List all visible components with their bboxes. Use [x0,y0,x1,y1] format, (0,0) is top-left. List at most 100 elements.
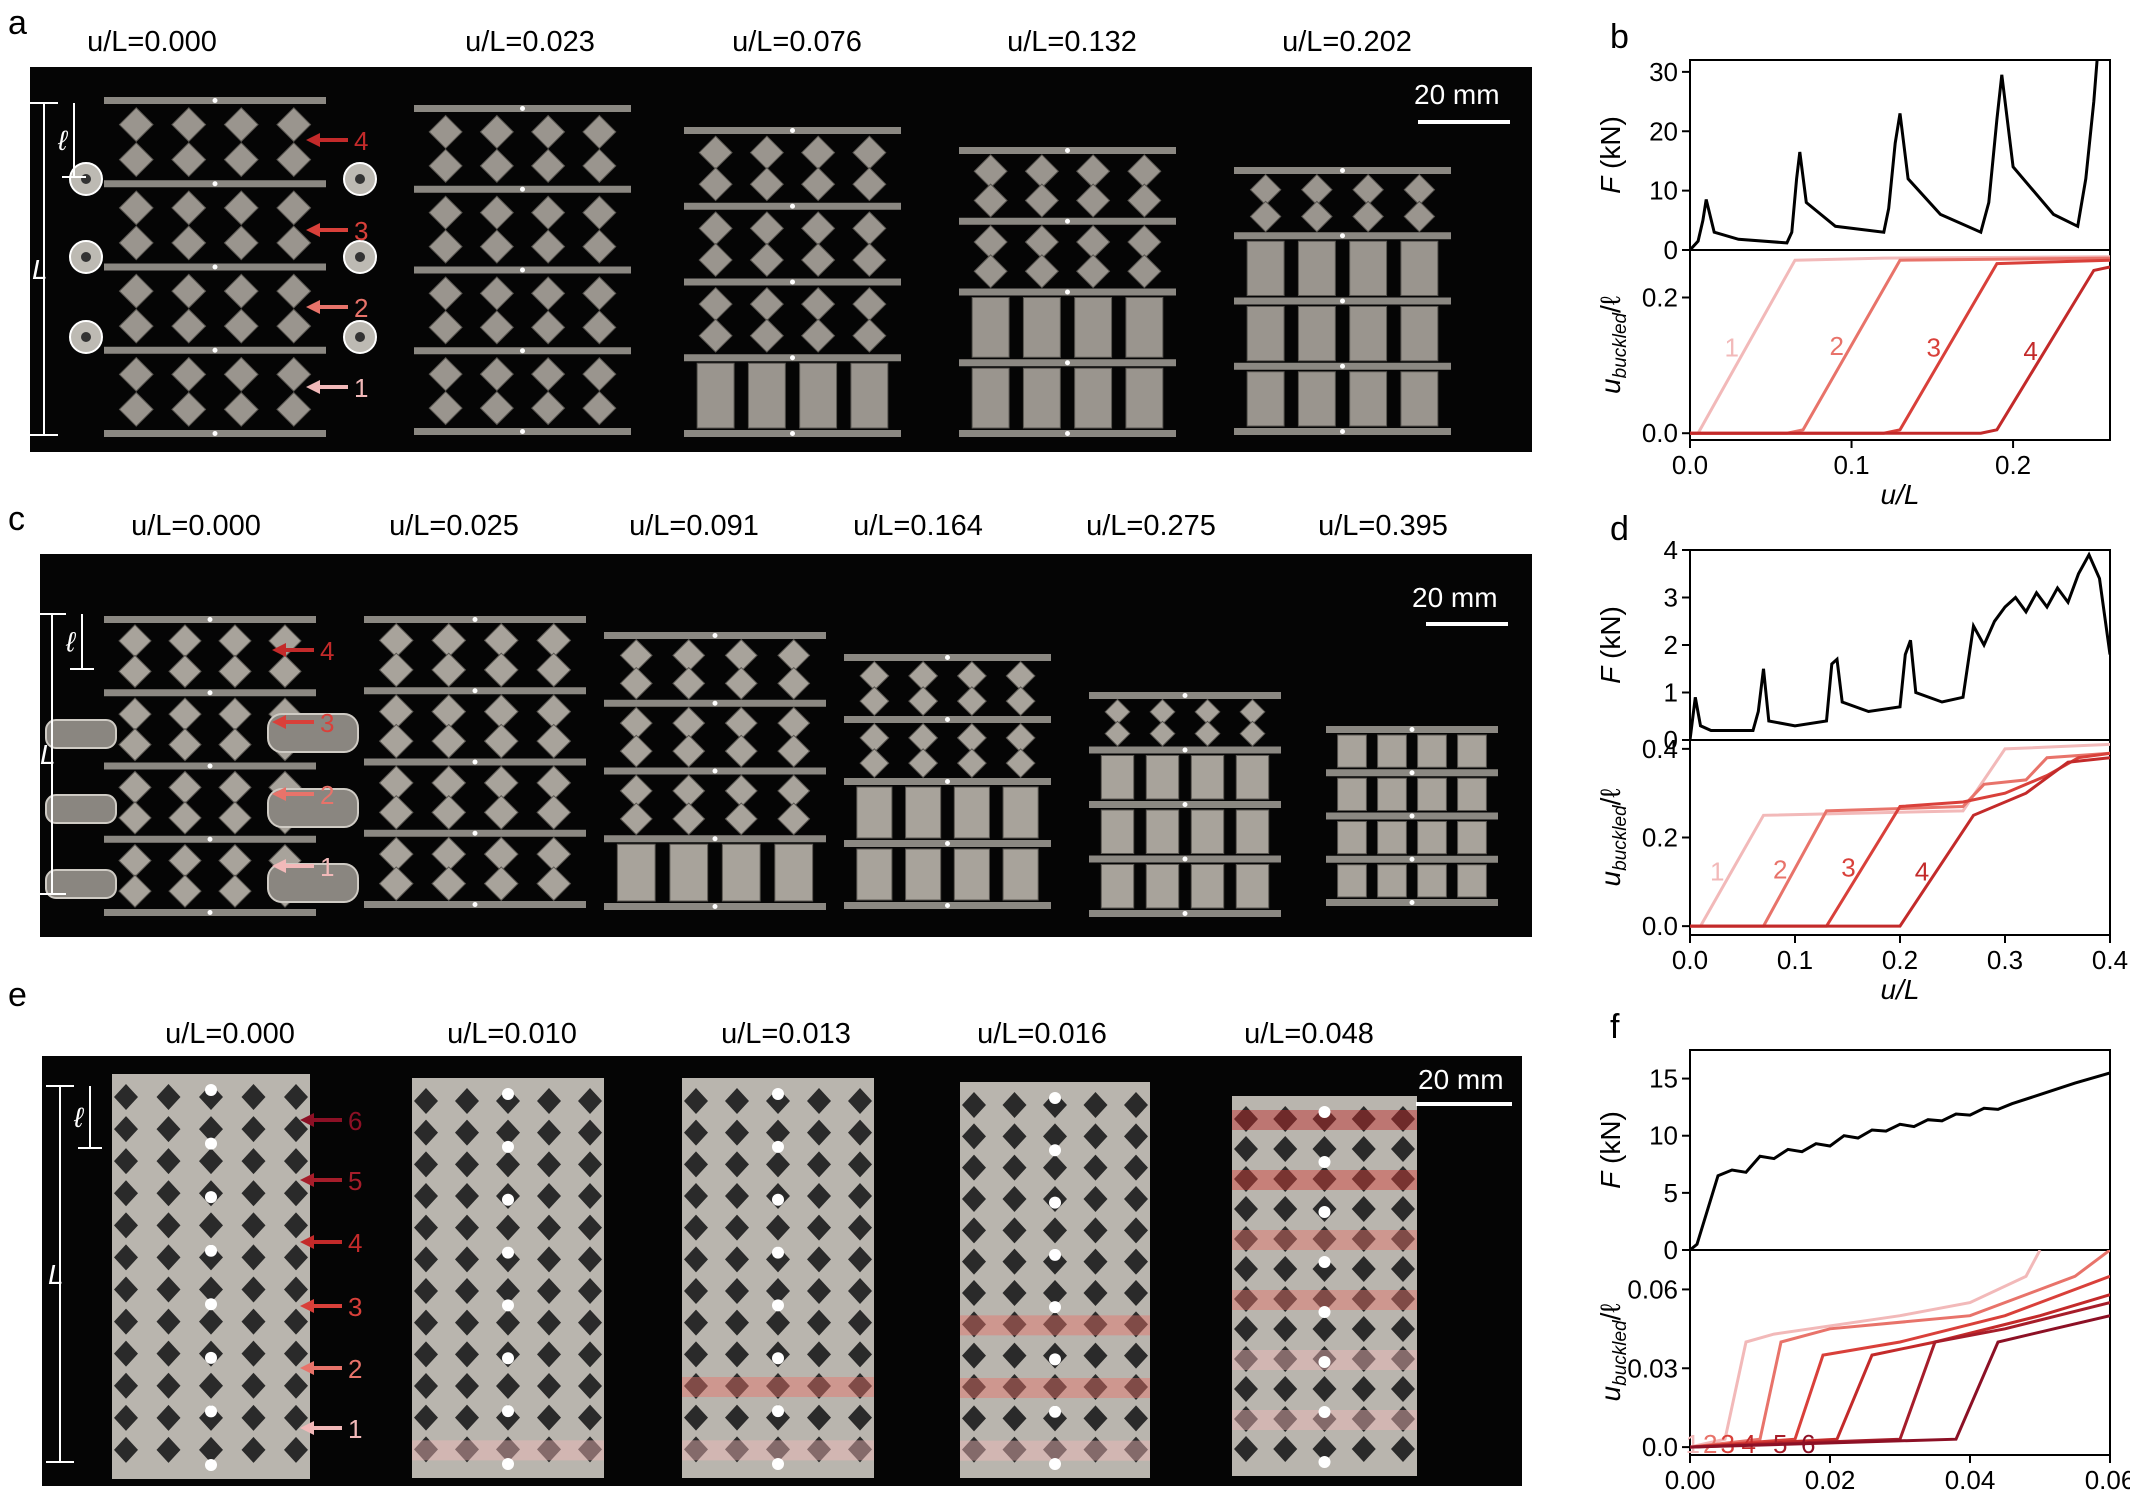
cylinder-hole [1273,1346,1298,1372]
y-label-var: u [1595,378,1626,394]
diamond-cell [1127,154,1162,189]
diamond-cell [168,697,202,731]
roller-cylinder [45,794,117,824]
cylinder-hole [537,1119,561,1146]
cylinder-hole [1043,1092,1067,1118]
diamond-cell [1352,200,1384,233]
cylinder-hole [1002,1248,1027,1275]
cylinder-hole [114,1148,138,1175]
cylinder-hole [1002,1311,1027,1338]
buckled-band [412,1440,604,1461]
marker-dot [1049,1196,1061,1209]
marker-dot [790,431,795,436]
cylinder-hole [1391,1196,1415,1222]
marker-dot [1049,1301,1061,1314]
diamond-cell [431,723,467,759]
y-label-var: F [1595,1170,1626,1189]
diamond-cell [428,114,463,150]
diamond-cell [118,843,152,878]
cylinder-hole [414,1214,438,1241]
cylinder-hole [1043,1436,1067,1463]
diamond-cell [801,167,836,202]
cylinder-hole [766,1309,790,1336]
lattice-c-3 [604,632,826,910]
cylinder-hole [1391,1106,1415,1132]
diamond-cell [672,774,706,808]
y-axis-label: F (kN) [1595,116,1626,194]
cylinder-hole [725,1183,749,1209]
cylinder-hole [156,1084,181,1110]
cylinder-hole [1391,1286,1415,1312]
collapsed-cell [1125,297,1164,358]
cylinder-hole [807,1436,831,1463]
panel-c-scale-bar [1426,622,1508,626]
diamond-cell [483,794,519,830]
cylinder-hole [1273,1256,1298,1282]
cylinder-hole [807,1151,831,1178]
cylinder-hole [199,1244,223,1271]
cylinder-hole [684,1183,708,1209]
cylinder-hole [537,1214,561,1241]
cylinder-hole [156,1148,181,1175]
cylinder-hole [1002,1154,1027,1181]
marker-dot [712,633,718,638]
ytick-label: 1 [1664,678,1678,708]
collapsed-cell [1377,821,1407,855]
marker-dot [1409,856,1415,862]
buckled-band [1232,1110,1417,1130]
cylinder-hole [1124,1374,1148,1400]
caption-e-1: u/L=0.000 [165,1018,295,1050]
diamond-cell [531,357,566,392]
marker-dot [212,181,218,187]
collapsed-cell [1349,306,1388,362]
collapsed-cell [1100,755,1135,800]
diamond-cell [749,211,784,246]
diamond-cell [619,706,653,740]
cylinder-hole [199,1308,223,1335]
collapsed-cell [1002,786,1039,839]
diamond-cell [223,356,259,392]
cylinder-hole [496,1214,520,1241]
diamond-cell [171,273,207,309]
diamond-cell [483,866,519,902]
diamond-cell [973,154,1008,189]
marker-dot [207,836,213,842]
diamond-cell [479,229,514,264]
marker-dot [772,1140,784,1153]
arrow-label-e-2: 2 [348,1354,362,1384]
diamond-cell [582,390,617,426]
diamond-cell [428,229,463,264]
cylinder-hole [962,1311,986,1338]
cylinder-hole [1083,1154,1108,1181]
diamond-cell [276,391,312,427]
marker-dot [1065,360,1070,366]
diamond-cell [536,622,572,658]
diamond-cell [118,107,154,143]
marker-dot [520,429,525,434]
diamond-cell [223,225,259,261]
marker-dot [520,186,525,192]
collapsed-cell [1145,864,1180,909]
cylinder-hole [1351,1166,1376,1192]
cylinder-hole [684,1404,708,1431]
marker-dot [945,841,950,846]
collapsed-cell [799,362,838,429]
panel-letter-b: b [1610,18,1629,56]
collapsed-cell [1297,240,1336,296]
diamond-cell [698,167,733,202]
series-line-4 [1690,1293,2110,1449]
diamond-cell [118,142,154,178]
cylinder-hole [1273,1376,1298,1402]
collapsed-cell [1417,864,1447,898]
diamond-cell [378,836,414,872]
marker-dot [205,1298,217,1311]
cylinder-hole [766,1436,790,1463]
cylinder-hole [1273,1166,1298,1192]
diamond-cell [777,666,811,700]
cylinder-hole [114,1212,138,1239]
cylinder-hole [199,1116,223,1143]
marker-dot [520,348,525,354]
cylinder-hole [848,1246,872,1273]
y-label-sub: buckled [1610,804,1631,871]
